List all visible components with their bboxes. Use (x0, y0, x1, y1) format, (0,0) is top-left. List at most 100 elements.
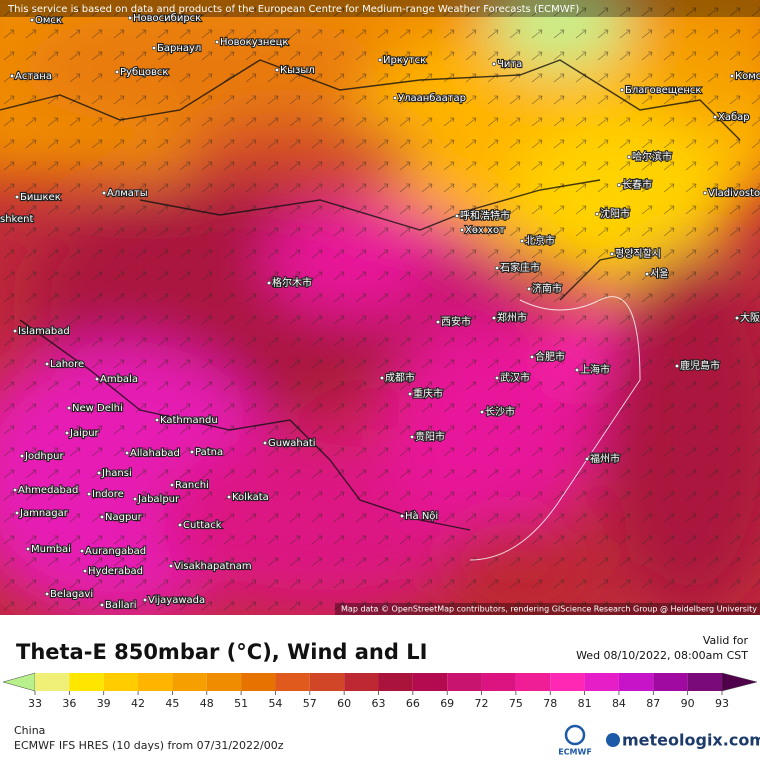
colorbar-segment (653, 673, 688, 691)
city-dot (12, 487, 18, 493)
colorbar-tick-label: 84 (612, 697, 626, 710)
city-label: Алматы (107, 188, 148, 199)
colorbar-segment (35, 673, 70, 691)
city-dot (12, 328, 18, 334)
city-label: Кызыл (280, 65, 315, 76)
city-label: Новокузнецк (220, 37, 288, 48)
city-dot (132, 496, 138, 502)
brand: meteologix.com (622, 731, 760, 750)
data-notice: This service is based on data and produc… (7, 4, 579, 15)
city-dot (66, 405, 72, 411)
colorbar-segment (103, 673, 139, 691)
city-dot (409, 434, 415, 440)
colorbar-segment (515, 673, 551, 691)
city-label: Cuttack (183, 520, 222, 531)
city-dot (19, 453, 25, 459)
city-label: Ambala (100, 374, 138, 385)
colorbar-segment (69, 673, 104, 691)
city-label: Indore (92, 489, 124, 500)
city-label: 济南市 (532, 282, 562, 295)
city-dot (82, 568, 88, 574)
city-dot (644, 271, 650, 277)
city-dot (619, 87, 625, 93)
colorbar-tick-label: 51 (234, 697, 248, 710)
city-label: Jodhpur (24, 451, 64, 462)
colorbar-tick-label: 33 (28, 697, 42, 710)
city-dot (14, 510, 20, 516)
valid-label: Valid for (703, 634, 749, 647)
city-label: Kathmandu (160, 415, 218, 426)
city-label: Patna (195, 447, 223, 458)
city-dot (435, 319, 441, 325)
colorbar-tick-label: 75 (509, 697, 523, 710)
city-dot (101, 190, 107, 196)
colorbar-tick-label: 60 (337, 697, 351, 710)
city-dot (494, 375, 500, 381)
colorbar-tick-label: 93 (715, 697, 729, 710)
city-label: Jabalpur (137, 494, 180, 505)
colorbar-segment (378, 673, 413, 691)
city-dot (454, 213, 460, 219)
city-dot (266, 280, 272, 286)
city-dot (189, 449, 195, 455)
city-label: Islamabad (18, 326, 70, 337)
colorbar-segment (309, 673, 345, 691)
colorbar-tick-label: 45 (165, 697, 179, 710)
colorbar-segment (687, 673, 722, 691)
city-dot (151, 45, 157, 51)
colorbar-segment (275, 673, 310, 691)
city-dot (712, 114, 718, 120)
city-dot (64, 430, 70, 436)
city-dot (584, 456, 590, 462)
city-dot (626, 154, 632, 160)
city-label: Бишкек (20, 192, 61, 203)
colorbar-tick-label: 87 (646, 697, 660, 710)
city-dot (44, 591, 50, 597)
city-label: Allahabad (130, 448, 180, 459)
colorbar-tick-label: 78 (543, 697, 557, 710)
city-dot (609, 251, 615, 257)
city-label: 郑州市 (497, 311, 527, 324)
city-dot (169, 482, 175, 488)
city-label: Рубцовск (120, 67, 168, 78)
city-label: Чита (497, 59, 522, 70)
city-label: Mumbai (31, 544, 71, 555)
city-dot (734, 315, 740, 321)
city-label: 格尔木市 (272, 276, 312, 289)
city-dot (377, 57, 383, 63)
city-label: Lahore (50, 359, 84, 370)
city-dot (99, 602, 105, 608)
city-label: Ranchi (175, 480, 209, 491)
city-label: Хөх хот (465, 225, 505, 236)
city-dot (96, 470, 102, 476)
city-dot (86, 491, 92, 497)
city-dot (399, 513, 405, 519)
colorbar-tick-label: 57 (303, 697, 317, 710)
city-label: Guwahati (268, 438, 316, 449)
city-dot (262, 440, 268, 446)
colorbar-tick-label: 36 (62, 697, 76, 710)
city-label: Иркутск (383, 55, 426, 66)
city-label: Ahmedabad (18, 485, 78, 496)
colorbar-segment (206, 673, 242, 691)
city-dot (14, 194, 20, 200)
city-label: Омск (35, 15, 62, 26)
city-dot (25, 546, 31, 552)
city-dot (702, 190, 708, 196)
city-dot (529, 354, 535, 360)
city-dot (124, 450, 130, 456)
city-label: 贵阳市 (415, 430, 445, 443)
city-label: Belagavi (50, 589, 93, 600)
colorbar-segment (241, 673, 276, 691)
colorbar-segment (138, 673, 173, 691)
city-dot (94, 376, 100, 382)
city-label: Aurangabad (85, 546, 146, 557)
city-dot (459, 227, 465, 233)
city-label: shkent (0, 214, 33, 225)
city-label: Jaipur (69, 428, 100, 439)
city-dot (168, 563, 174, 569)
city-dot (214, 39, 220, 45)
city-label: Kolkata (232, 492, 269, 503)
city-label: Jamnagar (19, 508, 69, 519)
